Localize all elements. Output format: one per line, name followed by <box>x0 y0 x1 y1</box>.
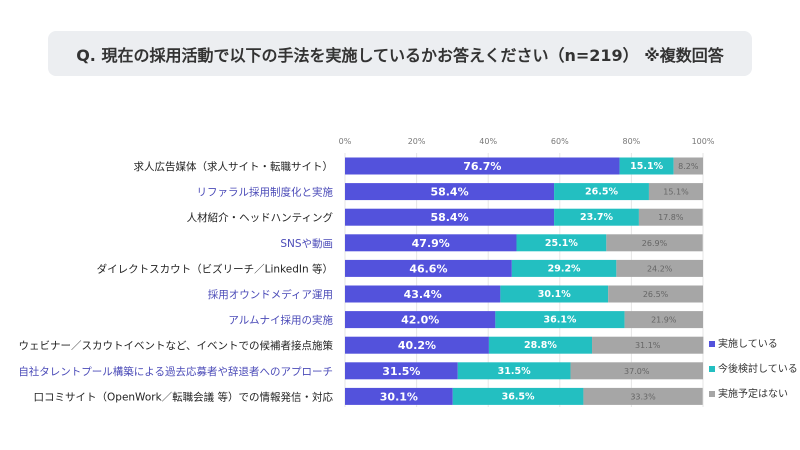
bar-segment <box>570 362 703 380</box>
data-label: 58.4% <box>430 211 468 224</box>
bar-segment <box>648 183 703 201</box>
bar-segment <box>511 259 617 277</box>
x-tick-label: 40% <box>479 137 497 146</box>
category-label: 人材紹介・ヘッドハンティング <box>187 211 334 224</box>
bar-segment <box>345 362 458 380</box>
bar-segment <box>495 311 625 329</box>
category-label: ウェビナー／スカウトイベントなど、イベントでの候補者接点施策 <box>19 339 334 352</box>
data-label: 31.5% <box>382 365 420 378</box>
category-label: SNSや動画 <box>280 237 333 250</box>
bar-segment <box>638 208 703 226</box>
data-label: 8.2% <box>678 162 699 171</box>
data-label: 30.1% <box>538 289 571 300</box>
bar-segment <box>345 259 512 277</box>
bar-segment <box>488 336 593 354</box>
x-tick-label: 20% <box>408 137 426 146</box>
bar-segment <box>624 311 703 329</box>
data-label: 37.0% <box>624 367 650 376</box>
data-label: 31.5% <box>498 366 531 377</box>
bar-segment <box>457 362 571 380</box>
data-label: 36.5% <box>502 391 535 402</box>
data-label: 21.9% <box>651 316 677 325</box>
category-label: アルムナイ採用の実施 <box>228 314 333 327</box>
bar-segment <box>345 311 496 329</box>
bar-segment <box>345 336 489 354</box>
data-label: 76.7% <box>463 160 501 173</box>
data-label: 17.8% <box>658 213 684 222</box>
legend-label: 今後検討している <box>718 362 798 375</box>
x-tick-label: 60% <box>551 137 569 146</box>
bar-segment <box>619 157 674 175</box>
data-label: 25.1% <box>545 238 578 249</box>
category-label: ダイレクトスカウト（ビズリーチ／LinkedIn 等） <box>97 262 333 275</box>
bar-segment <box>554 208 639 226</box>
legend-label: 実施予定はない <box>718 387 788 400</box>
bar-segment <box>345 183 555 201</box>
bar-segment <box>608 285 703 303</box>
x-tick-label: 100% <box>692 137 715 146</box>
category-label: 自社タレントプール構築による過去応募者や辞退者へのアプローチ <box>18 365 333 378</box>
data-label: 24.2% <box>647 264 673 273</box>
bar-segment <box>345 234 517 252</box>
data-label: 30.1% <box>380 390 418 403</box>
data-label: 29.2% <box>548 263 581 274</box>
data-label: 23.7% <box>580 212 613 223</box>
data-label: 26.5% <box>643 290 669 299</box>
bar-segment <box>583 387 703 405</box>
question-title: Q. 現在の採用活動で以下の手法を実施しているかお答えください（n=219） ※… <box>48 31 752 76</box>
legend-swatch <box>709 341 715 347</box>
data-label: 28.8% <box>524 340 557 351</box>
legend-swatch <box>709 366 715 372</box>
bar-segment <box>345 285 501 303</box>
legend-label: 実施している <box>718 337 778 350</box>
data-label: 40.2% <box>398 339 436 352</box>
legend-swatch <box>709 391 715 397</box>
bar-segment <box>606 234 703 252</box>
data-label: 46.6% <box>409 262 447 275</box>
data-label: 31.1% <box>635 341 661 350</box>
data-label: 26.9% <box>642 239 668 248</box>
data-label: 43.4% <box>404 288 442 301</box>
bar-segment <box>554 183 649 201</box>
bar-segment <box>616 259 703 277</box>
bar-segment <box>345 208 555 226</box>
bar-segment <box>673 157 703 175</box>
data-label: 36.1% <box>543 315 576 326</box>
data-label: 42.0% <box>401 314 439 327</box>
data-label: 15.1% <box>630 161 663 172</box>
bar-segment <box>345 157 620 175</box>
data-label: 58.4% <box>430 186 468 199</box>
data-label: 15.1% <box>663 188 689 197</box>
data-label: 33.3% <box>630 392 656 401</box>
category-label: 口コミサイト（OpenWork／転職会議 等）での情報発信・対応 <box>34 390 334 403</box>
category-label: 採用オウンドメディア運用 <box>208 288 333 301</box>
bar-segment <box>452 387 584 405</box>
x-tick-label: 0% <box>339 137 352 146</box>
data-label: 47.9% <box>412 237 450 250</box>
bar-segment <box>592 336 704 354</box>
category-label: リファラル採用制度化と実施 <box>197 186 334 199</box>
bar-segment <box>500 285 609 303</box>
bar-segment <box>345 387 453 405</box>
data-label: 26.5% <box>585 187 618 198</box>
category-label: 求人広告媒体（求人サイト・転職サイト） <box>134 160 334 173</box>
x-tick-label: 80% <box>623 137 641 146</box>
bar-segment <box>516 234 607 252</box>
